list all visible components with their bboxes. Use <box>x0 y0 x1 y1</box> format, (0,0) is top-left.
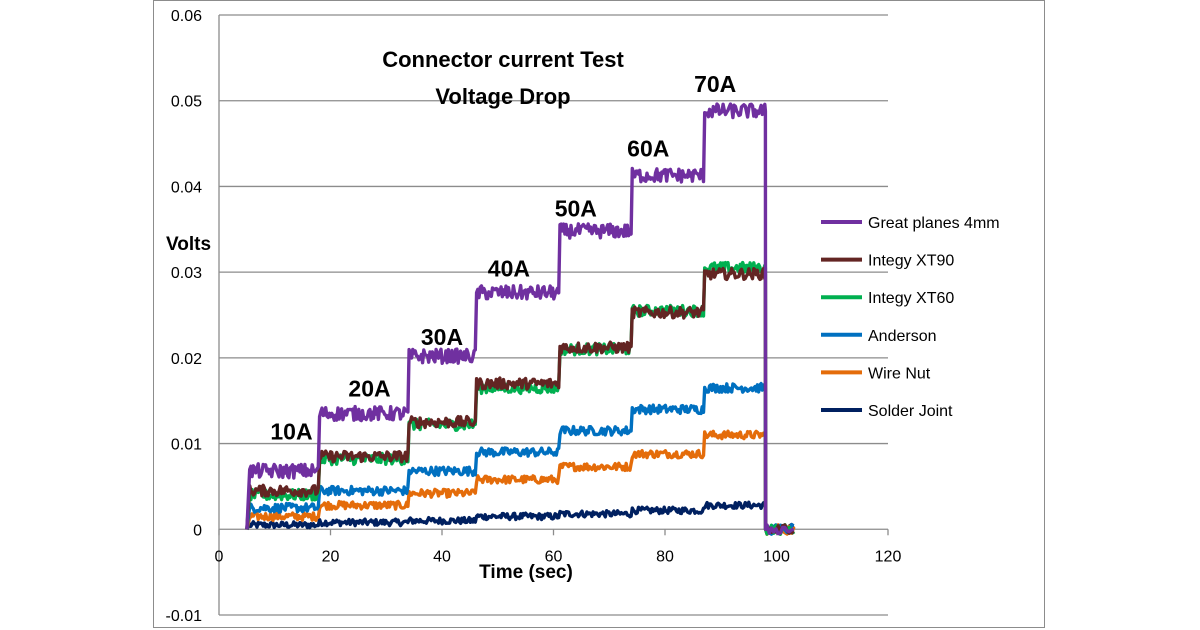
y-tick-label: 0.02 <box>171 351 202 368</box>
x-tick-label: 60 <box>545 548 563 565</box>
legend-label: Solder Joint <box>868 403 953 420</box>
legend-label: Great planes 4mm <box>868 215 1000 232</box>
series-line <box>245 429 796 536</box>
current-annotation: 10A <box>270 418 312 444</box>
x-tick-label: 40 <box>433 548 451 565</box>
x-tick-label: 80 <box>656 548 674 565</box>
x-axis-label: Time (sec) <box>479 562 573 583</box>
chart-title-line-2: Voltage Drop <box>435 84 570 109</box>
current-annotation: 70A <box>694 71 736 97</box>
current-annotation: 40A <box>488 255 530 281</box>
y-tick-label: 0.06 <box>171 8 202 25</box>
y-tick-label: -0.01 <box>166 608 203 625</box>
y-tick-label: 0 <box>193 522 202 539</box>
series-line <box>245 500 796 535</box>
x-tick-label: 100 <box>763 548 790 565</box>
current-annotation: 20A <box>348 375 390 401</box>
gridlines <box>218 14 889 616</box>
y-tick-label: 0.04 <box>171 179 202 196</box>
y-tick-label: 0.03 <box>171 265 202 282</box>
y-tick-labels: -0.01 0 0.01 0.02 0.03 0.04 0.05 0.06 <box>166 8 203 625</box>
current-annotation: 50A <box>555 195 597 221</box>
chart-title-line-1: Connector current Test <box>382 47 624 72</box>
y-tick-label: 0.05 <box>171 94 202 111</box>
y-axis-label: Volts <box>166 234 211 255</box>
series-line <box>245 102 795 536</box>
series-lines <box>245 102 796 536</box>
current-annotations: 10A 20A 30A 40A 50A 60A 70A <box>270 71 736 444</box>
y-tick-label: 0.01 <box>171 437 202 454</box>
current-annotation: 30A <box>421 324 463 350</box>
x-tick-label: 120 <box>875 548 902 565</box>
legend-label: Integy XT90 <box>868 253 954 270</box>
current-annotation: 60A <box>627 135 669 161</box>
legend-label: Anderson <box>868 328 937 345</box>
chart-frame: -0.01 0 0.01 0.02 0.03 0.04 0.05 0.06 0 20 40 60 80… <box>153 0 1045 628</box>
voltage-drop-chart: -0.01 0 0.01 0.02 0.03 0.04 0.05 0.06 0 20 40 60 80… <box>166 8 1000 625</box>
x-tick-label: 20 <box>322 548 340 565</box>
series-line <box>245 381 795 536</box>
x-tick-labels: 0 20 40 60 80 100 120 <box>215 548 902 565</box>
legend-label: Integy XT60 <box>868 290 954 307</box>
x-tick-label: 0 <box>215 548 224 565</box>
series-line <box>245 266 795 535</box>
legend-label: Wire Nut <box>868 365 931 382</box>
legend: Great planes 4mm Integy XT90 Integy XT60 An… <box>821 215 1000 420</box>
